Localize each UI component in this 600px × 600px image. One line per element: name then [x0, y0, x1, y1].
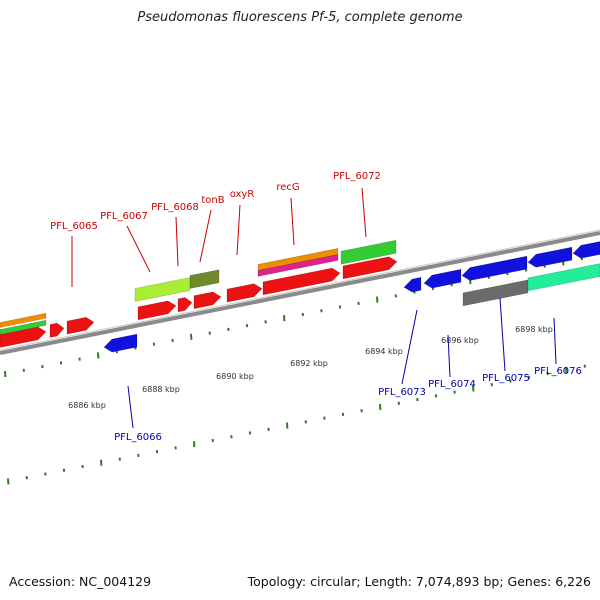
coordinate-labels: 6886 kbp 6888 kbp 6890 kbp 6892 kbp 6894 kbp…	[68, 325, 553, 410]
forward-gene-label: PFL_6065	[50, 221, 98, 232]
reverse-cds-arrow	[572, 241, 600, 259]
reverse-cds-arrow	[527, 246, 573, 268]
coordinate-label: 6888 kbp	[142, 385, 180, 394]
orange-feature-bar	[257, 248, 339, 271]
forward-cds-arrow	[342, 256, 398, 280]
forward-cds-arrow	[262, 267, 341, 296]
coordinate-label: 6890 kbp	[216, 372, 254, 381]
forward-cds-arrow	[49, 322, 65, 338]
forward-cds-arrow	[66, 316, 95, 335]
tick-marks	[4, 257, 586, 485]
coordinate-label: 6896 kbp	[441, 336, 479, 345]
forward-gene-leader	[290, 197, 295, 246]
forward-gene-leader	[126, 225, 151, 273]
map-title: Pseudomonas fluorescens Pf-5, complete g…	[137, 10, 463, 25]
reverse-gene-leader	[499, 297, 506, 372]
reverse-gene-leader	[401, 309, 418, 385]
orange-feature-bar	[0, 312, 47, 328]
reverse-cds-arrow	[461, 255, 528, 281]
forward-gene-label: recG	[276, 182, 299, 193]
genome-backbone-highlight	[0, 229, 600, 351]
reverse-cds-arrow	[423, 268, 462, 289]
reverse-cds-arrow	[403, 276, 422, 293]
forward-cds-arrow	[226, 283, 263, 303]
coordinate-label: 6898 kbp	[515, 325, 553, 334]
teal-feature-bar	[527, 263, 600, 292]
forward-cds-arrow	[177, 297, 193, 313]
genome-summary: Topology: circular; Length: 7,074,893 bp…	[247, 574, 591, 589]
reverse-gene-leader	[127, 385, 134, 429]
olive-feature-bar	[189, 269, 220, 289]
accession-label: Accession: NC_004129	[9, 574, 152, 589]
forward-gene-leader	[199, 209, 212, 263]
forward-gene-leader	[175, 216, 179, 267]
forward-gene-label: PFL_6067	[100, 211, 148, 222]
coordinate-label: 6886 kbp	[68, 401, 106, 410]
coordinate-label: 6894 kbp	[365, 347, 403, 356]
gene-features	[0, 229, 600, 355]
lime-feature-bar	[134, 277, 191, 302]
forward-gene-label: PFL_6068	[151, 202, 199, 213]
forward-gene-label: PFL_6072	[333, 171, 381, 182]
forward-gene-leader	[236, 204, 241, 256]
gray-feature-bar	[462, 279, 529, 307]
reverse-gene-label: PFL_6074	[428, 379, 476, 390]
reverse-gene-label: PFL_6073	[378, 387, 426, 398]
reverse-gene-leader	[447, 334, 451, 378]
forward-cds-arrow	[193, 291, 222, 310]
reverse-cds-arrow	[103, 333, 138, 353]
forward-gene-leader	[361, 187, 367, 238]
green-feature-bar	[0, 319, 47, 335]
reverse-gene-label: PFL_6075	[482, 373, 530, 384]
reverse-gene-label: PFL_6076	[534, 366, 582, 377]
forward-gene-label: oxyR	[230, 189, 255, 200]
forward-cds-arrow	[137, 300, 177, 321]
magenta-feature-bar	[257, 254, 339, 277]
reverse-gene-label: PFL_6066	[114, 432, 162, 443]
forward-gene-label: tonB	[201, 195, 224, 206]
green-feature-bar	[340, 239, 397, 265]
reverse-gene-leader	[553, 317, 557, 365]
genome-backbone	[0, 231, 600, 355]
coordinate-label: 6892 kbp	[290, 359, 328, 368]
